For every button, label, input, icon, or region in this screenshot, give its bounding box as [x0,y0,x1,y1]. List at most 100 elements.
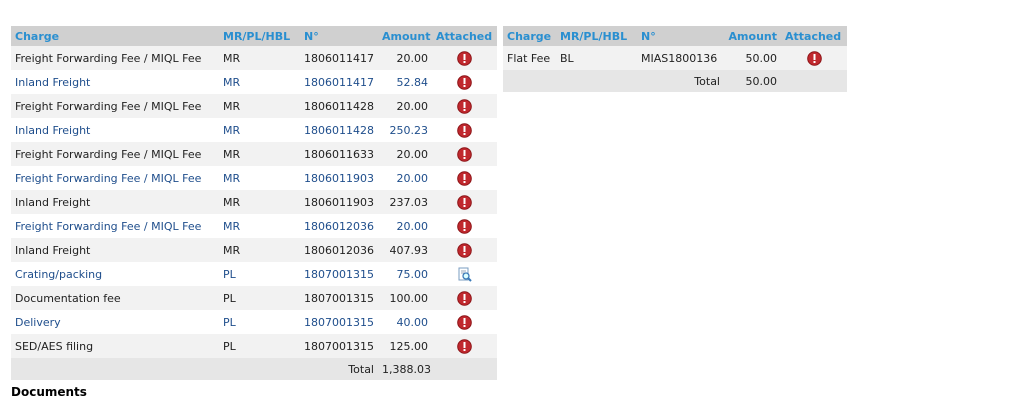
header-row: Charge MR/PL/HBL N° Amount Attached [11,26,497,46]
cell: Inland Freight [11,70,219,94]
cell [503,70,556,92]
cell: Inland Freight [11,238,219,262]
cell: 20.00 [378,142,432,166]
cell: 20.00 [378,214,432,238]
section-title: Documents [11,385,87,399]
table-row: Freight Forwarding Fee / MIQL Fee MR 18060… [11,94,497,118]
cell: 1806011428 [300,118,378,142]
cell: 52.84 [378,70,432,94]
column-header: MR/PL/HBL [556,26,637,46]
attached-cell [432,94,497,118]
table-row: Inland Freight MR 1806011417 52.84 [11,70,497,94]
warning-icon[interactable] [457,74,472,90]
cell: Flat Fee [503,46,556,70]
cell: PL [219,310,300,334]
warning-icon[interactable] [806,50,822,66]
attached-cell [432,46,497,70]
warning-icon[interactable] [457,194,472,210]
attached-cell [432,262,497,286]
total-row: Total 1,388.03 [11,358,497,380]
table-row: Documentation fee PL 1807001315 100.00 [11,286,497,310]
cell: MR [219,142,300,166]
cell: MIAS1800136 [637,46,724,70]
total-value: 1,388.03 [378,358,432,380]
cell: MR [219,94,300,118]
cell: 407.93 [378,238,432,262]
table-row: Freight Forwarding Fee / MIQL Fee MR 18060… [11,142,497,166]
attached-cell [432,190,497,214]
warning-icon[interactable] [457,242,472,258]
cell: MR [219,118,300,142]
column-header: Amount [378,26,432,46]
cell: 1806011417 [300,46,378,70]
cell: Crating/packing [11,262,219,286]
cell: PL [219,286,300,310]
cell [219,358,300,380]
cell: 1806012036 [300,238,378,262]
cell: Inland Freight [11,118,219,142]
table-row: Inland Freight MR 1806012036 407.93 [11,238,497,262]
column-header: Charge [503,26,556,46]
cell: 1807001315 [300,334,378,358]
cell: 1806011903 [300,190,378,214]
cell: MR [219,214,300,238]
cell: Freight Forwarding Fee / MIQL Fee [11,94,219,118]
cell: 75.00 [378,262,432,286]
cell: 1807001315 [300,286,378,310]
cell: 237.03 [378,190,432,214]
cell: Freight Forwarding Fee / MIQL Fee [11,214,219,238]
column-header: N° [637,26,724,46]
cell: Documentation fee [11,286,219,310]
cell: 1806011903 [300,166,378,190]
cell [781,70,847,92]
column-header: Attached [781,26,847,46]
attached-cell [432,286,497,310]
warning-icon[interactable] [457,338,472,354]
cell: 20.00 [378,94,432,118]
table-row: Freight Forwarding Fee / MIQL Fee MR 18060… [11,214,497,238]
cell: MR [219,190,300,214]
cell: Freight Forwarding Fee / MIQL Fee [11,46,219,70]
cell: 1806011428 [300,94,378,118]
cell: PL [219,262,300,286]
total-label: Total [300,358,378,380]
warning-icon[interactable] [457,98,472,114]
cell: Delivery [11,310,219,334]
table-row: SED/AES filing PL 1807001315 125.00 [11,334,497,358]
table-row: Flat Fee BL MIAS1800136 50.00 [503,46,847,70]
warning-icon[interactable] [457,50,472,66]
table-row: Crating/packing PL 1807001315 75.00 [11,262,497,286]
table-row: Freight Forwarding Fee / MIQL Fee MR 18060… [11,46,497,70]
table-row: Delivery PL 1807001315 40.00 [11,310,497,334]
warning-icon[interactable] [457,170,472,186]
cell: MR [219,238,300,262]
cell: SED/AES filing [11,334,219,358]
cell: 1807001315 [300,262,378,286]
view-icon[interactable] [457,267,472,282]
cell: 50.00 [724,46,781,70]
cell: 1806011417 [300,70,378,94]
warning-icon[interactable] [457,146,472,162]
charges-table: Charge MR/PL/HBL N° Amount Attached Flat Fee B… [503,26,847,92]
table-row: Inland Freight MR 1806011903 237.03 [11,190,497,214]
attached-cell [432,238,497,262]
attached-cell [781,46,847,70]
cell [11,358,219,380]
total-label: Total [637,70,724,92]
attached-cell [432,118,497,142]
cell: MR [219,70,300,94]
warning-icon[interactable] [457,218,472,234]
column-header: MR/PL/HBL [219,26,300,46]
warning-icon[interactable] [457,122,472,138]
warning-icon[interactable] [457,290,472,306]
attached-cell [432,70,497,94]
cell: MR [219,46,300,70]
attached-cell [432,310,497,334]
attached-cell [432,334,497,358]
cell: 250.23 [378,118,432,142]
charges-table: Charge MR/PL/HBL N° Amount Attached Freight F… [11,26,497,380]
attached-cell [432,214,497,238]
cell: Inland Freight [11,190,219,214]
warning-icon[interactable] [457,314,472,330]
